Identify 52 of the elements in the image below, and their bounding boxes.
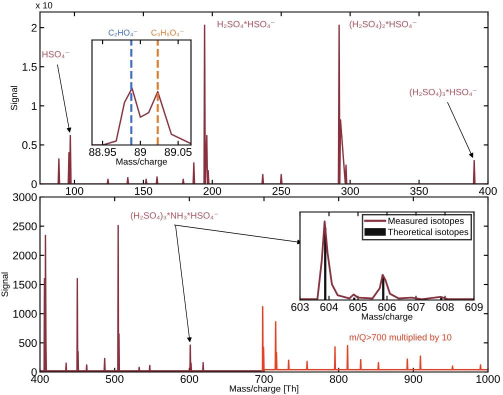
x-tick-label: 500 [106, 375, 124, 383]
annotation: (H₂SO₄)₂*HSO₄⁻ [350, 20, 416, 30]
x-tick-label: 100 [66, 187, 84, 195]
x-tick-label: 607 [407, 303, 425, 311]
annotation: (H₂SO₄)₃*NH₃*HSO₄⁻ [130, 212, 218, 220]
y-tick-label: 0.5 [22, 141, 37, 150]
x-tick-label: 89 [134, 148, 146, 156]
y-tick-label: 0 [31, 368, 37, 376]
x-tick-label: 606 [378, 303, 396, 311]
annotation: (H₂SO₄)₃*HSO₄⁻ [410, 88, 477, 98]
y-tick-label: 3000 [12, 193, 37, 202]
x-tick-label: 604 [320, 303, 338, 311]
x-tick-label: 609 [465, 303, 483, 311]
y-tick-label: 1.5 [22, 63, 37, 71]
text: x 10 [36, 2, 52, 8]
x-tick-label: 400 [478, 187, 497, 195]
x-tick-label: 605 [349, 303, 367, 311]
x-tick-label: 800 [330, 375, 348, 383]
y-axis-title: Signal [1, 272, 10, 297]
x-axis-title: Mass/charge [Th] [230, 385, 298, 394]
y-tick-label: 2 [32, 24, 37, 32]
x-tick-label: 700 [255, 375, 273, 383]
x-tick-label: 400 [30, 375, 49, 383]
y-axis-title: Signal [10, 86, 19, 110]
x-tick-label: 603 [291, 303, 309, 311]
ref-line-label: C₂HO₄⁻ [108, 30, 138, 36]
annotation: H₂SO₄*HSO₄⁻ [218, 20, 275, 28]
y-tick-label: 1500 [13, 280, 37, 289]
y-tick-label: 1 [32, 102, 37, 110]
x-tick-label: 150 [134, 187, 152, 195]
x-tick-label: 300 [341, 187, 359, 195]
y-tick-label: 2500 [13, 222, 37, 230]
x-axis-title: Mass/charge [116, 158, 167, 167]
x-tick-label: 200 [204, 187, 222, 195]
x-tick-label: 250 [272, 187, 290, 195]
y-tick-label: 1000 [13, 310, 37, 318]
x-tick-label: 600 [180, 375, 198, 383]
x-tick-label: 900 [404, 375, 422, 383]
x-tick-label: 350 [410, 187, 428, 195]
y-tick-label: 500 [19, 339, 37, 347]
annotation: HSO₄⁻ [42, 51, 70, 58]
ref-line-label: C₃H₅O₃⁻ [151, 30, 184, 36]
y-tick-label: 2000 [13, 252, 37, 260]
x-tick-label: 1000 [476, 375, 500, 383]
x-tick-label: 89.05 [164, 148, 192, 156]
legend-label: Theoretical isotopes [388, 228, 468, 237]
x-tick-label: 88.95 [89, 148, 116, 156]
legend-label: Measured isotopes [388, 217, 464, 226]
x-tick-label: 608 [436, 303, 454, 311]
x-axis-title: Mass/charge [362, 313, 412, 322]
annotation: m/Q>700 multiplied by 10 [350, 334, 452, 342]
y-tick-label: 0 [31, 180, 37, 188]
